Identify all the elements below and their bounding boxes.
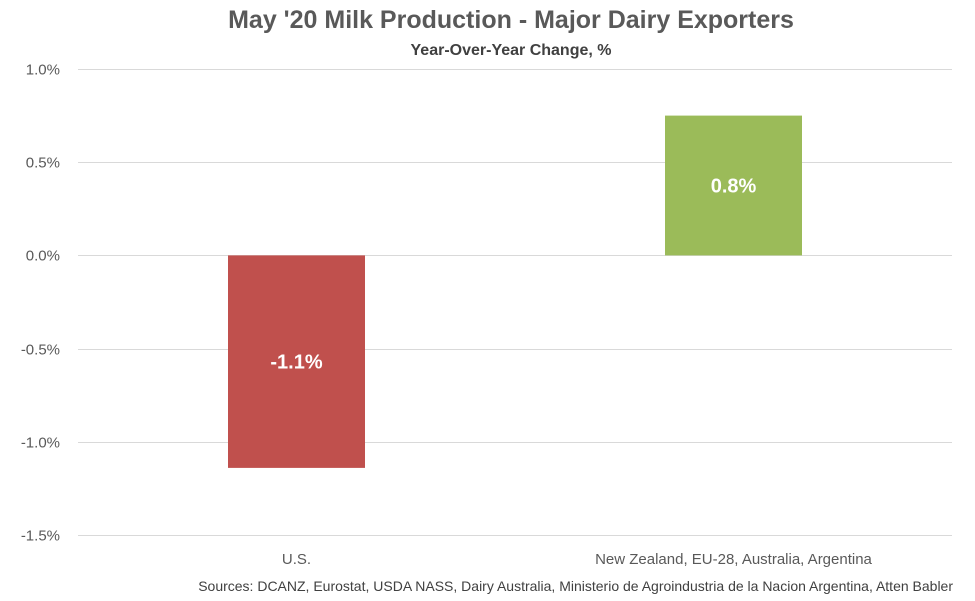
- bar: [665, 115, 802, 256]
- x-axis: U.S. New Zealand, EU-28, Australia, Argen…: [282, 551, 873, 568]
- bar: [228, 255, 365, 468]
- chart-source: Sources: DCANZ, Eurostat, USDA NASS, Dai…: [198, 578, 953, 594]
- data-label: 0.8%: [711, 176, 757, 198]
- gridlines: [78, 69, 952, 536]
- data-labels: -1.1% 0.8%: [270, 176, 756, 374]
- x-tick-label: U.S.: [282, 551, 311, 568]
- y-tick-label: 0.5%: [26, 155, 60, 172]
- data-label: -1.1%: [270, 352, 322, 374]
- y-tick-label: -1.5%: [21, 528, 60, 545]
- chart-subtitle: Year-Over-Year Change, %: [410, 42, 612, 59]
- y-tick-label: 1.0%: [26, 62, 60, 79]
- chart-title: May '20 Milk Production - Major Dairy Ex…: [228, 6, 794, 34]
- x-tick-label: New Zealand, EU-28, Australia, Argentina: [595, 551, 872, 568]
- y-axis: 1.0% 0.5% 0.0% -0.5% -1.0% -1.5%: [21, 62, 60, 545]
- y-tick-label: -0.5%: [21, 342, 60, 359]
- y-tick-label: 0.0%: [26, 248, 60, 265]
- y-tick-label: -1.0%: [21, 435, 60, 452]
- bars: [228, 115, 802, 468]
